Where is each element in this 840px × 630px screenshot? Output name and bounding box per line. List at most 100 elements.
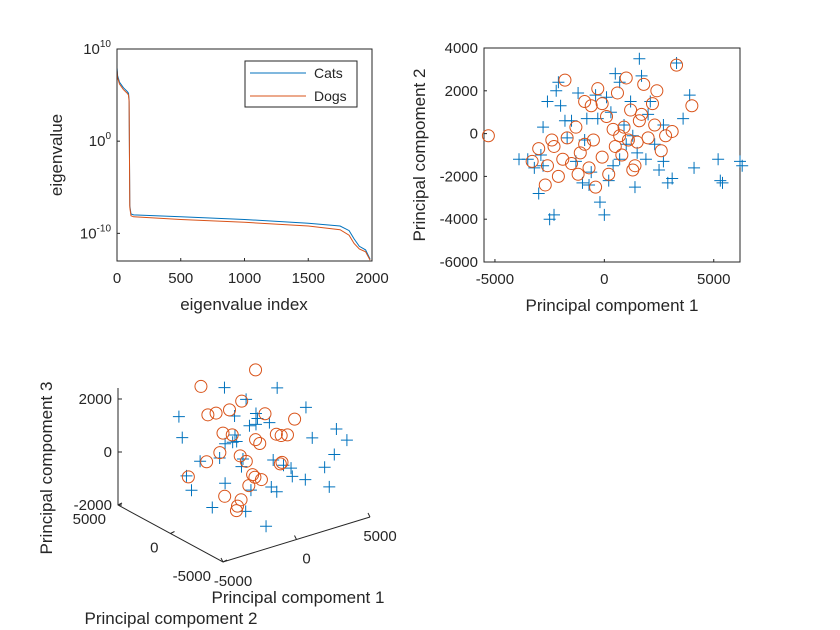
point-cats [235,460,248,473]
point-dogs [246,468,260,482]
point-cats [176,431,189,444]
point-dogs [591,82,605,96]
y-tick-label: 0 [470,126,478,143]
point-dogs [650,84,664,98]
point-dogs [632,114,646,128]
eigenvalue-plot-ylabel: eigenvalue [47,114,66,196]
point-dogs [685,99,699,113]
point-dogs [249,433,263,447]
point-cats [318,461,331,474]
point-cats [688,161,701,174]
point-dogs [635,107,649,121]
point-cats [683,89,696,102]
y-tick-label: -2000 [440,168,478,185]
point-dogs [626,163,640,177]
point-cats [340,434,353,447]
point-dogs [621,133,635,147]
y-tick-label: -4000 [440,211,478,228]
point-dogs [584,99,598,113]
point-dogs [602,167,616,181]
point-dogs [641,131,655,145]
point-cats [194,455,207,468]
x-tick-label: 5000 [697,271,730,288]
point-dogs [242,479,256,493]
point-dogs [547,139,561,153]
point-cats [328,448,341,461]
point-cats [628,181,641,194]
point-dogs [274,429,288,443]
point-cats [206,501,219,514]
point-cats [240,393,253,406]
point-dogs [275,455,289,469]
point-dogs [234,493,248,507]
point-dogs [613,129,627,143]
point-cats [648,138,661,151]
y-tick-label: 5000 [73,511,106,528]
point-cats [285,462,298,475]
point-cats [228,429,241,442]
point-dogs [589,180,603,194]
point-cats [561,131,574,144]
x-tick-label: 0 [113,270,121,287]
y-tick-mark [222,559,228,563]
point-dogs [525,154,539,168]
point-cats [572,86,585,99]
point-dogs [273,457,287,471]
point-cats [299,401,312,414]
point-cats [716,176,729,189]
point-cats [249,418,262,431]
point-dogs [569,120,583,134]
point-dogs [532,142,546,156]
legend: Cats Dogs [244,60,358,108]
legend-dogs-label: Dogs [314,88,347,104]
point-cats [591,112,604,125]
point-dogs [249,363,263,377]
pca-2d-frame [483,47,741,263]
x-tick-mark [220,557,224,563]
point-cats [657,155,670,168]
pca-2d-points [481,52,749,226]
point-cats [631,146,644,159]
point-cats [185,484,198,497]
point-cats [532,187,545,200]
point-cats [677,112,690,125]
point-dogs [582,161,596,175]
point-dogs [595,150,609,164]
x-tick-mark [367,512,371,518]
point-cats [306,431,319,444]
pca-3d-axes [117,388,371,563]
z-tick-label: 0 [104,444,112,461]
point-cats [267,454,280,466]
pca-3d-points [172,363,353,533]
point-dogs [560,131,574,145]
point-dogs [181,470,195,484]
point-cats [642,108,655,121]
pca-3d-zlabel: Principal compoment 3 [37,382,56,555]
point-dogs [223,403,237,417]
point-cats [260,520,273,533]
point-cats [613,76,626,89]
y-tick-label: 0 [150,540,158,557]
point-cats [271,381,284,394]
point-cats [712,153,725,166]
point-cats [609,67,622,80]
point-cats [639,153,652,166]
point-cats [550,84,563,97]
x-tick-label: 2000 [355,270,388,287]
x-tick-label: -5000 [214,573,252,590]
point-cats [620,138,633,151]
pca-2d-ylabel: Principal compoment 2 [410,69,429,242]
point-dogs [573,146,587,160]
point-cats [249,407,262,420]
point-cats [714,174,727,187]
point-cats [624,95,637,108]
point-dogs [538,178,552,192]
point-dogs [258,407,272,421]
pca-3d-xlabel: Principal compoment 1 [212,588,385,607]
point-dogs [551,169,565,183]
point-dogs [253,437,267,450]
point-dogs [254,473,268,487]
point-cats [580,112,593,125]
series-line-dogs [116,71,371,261]
